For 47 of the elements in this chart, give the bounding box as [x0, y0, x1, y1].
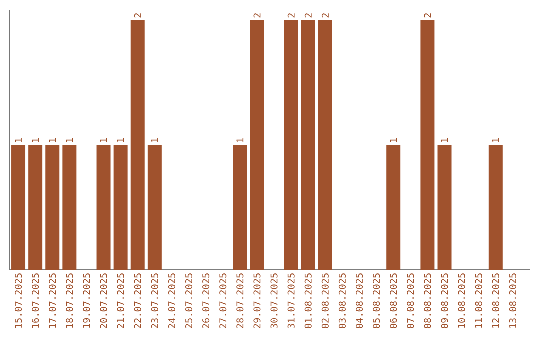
x-tick-label: 17.07.2025: [49, 274, 56, 328]
data-label: 1: [117, 138, 124, 142]
data-label: 1: [236, 138, 244, 142]
x-tick-label: 05.08.2025: [373, 274, 380, 329]
x-tick-label: 27.07.2025: [220, 274, 227, 328]
x-tick-label: 16.07.2025: [32, 274, 40, 328]
data-label: 1: [390, 138, 398, 142]
data-label: 2: [288, 14, 295, 18]
x-tick-label: 12.08.2025: [492, 274, 500, 328]
x-tick-label: 24.07.2025: [168, 274, 176, 328]
x-tick-label: 30.07.2025: [270, 274, 278, 328]
x-tick-label: 06.08.2025: [390, 274, 398, 329]
x-tick-label: 22.07.2025: [134, 274, 142, 328]
x-tick-label: 26.07.2025: [202, 274, 210, 328]
data-label: 1: [492, 138, 500, 142]
x-tick-label: 19.07.2025: [83, 274, 90, 328]
x-tick-label: 09.08.2025: [441, 274, 448, 329]
x-tick-label: 29.07.2025: [254, 274, 261, 328]
data-label: 1: [15, 138, 22, 142]
x-tick-label: 31.07.2025: [288, 274, 295, 328]
x-tick-label: 18.07.2025: [66, 274, 74, 328]
x-tick-label: 07.08.2025: [407, 274, 414, 329]
x-tick-label: 03.08.2025: [338, 274, 346, 329]
data-label: 1: [66, 138, 74, 142]
data-label: 1: [49, 138, 56, 142]
x-tick-label: 25.07.2025: [185, 274, 193, 328]
data-label: 2: [134, 14, 142, 18]
x-tick-label: 13.08.2025: [509, 274, 516, 328]
x-tick-label: 02.08.2025: [322, 274, 329, 329]
x-tick-label: 23.07.2025: [151, 274, 158, 328]
data-label: 1: [441, 138, 448, 142]
x-tick-label: 20.07.2025: [100, 274, 108, 328]
x-tick-label: 04.08.2025: [356, 274, 364, 329]
data-label: 1: [32, 138, 39, 142]
x-tick-label: 21.07.2025: [117, 274, 124, 328]
data-label: 2: [304, 14, 312, 18]
x-tick-label: 01.08.2025: [304, 274, 312, 329]
data-label: 1: [100, 138, 108, 142]
data-label: 2: [424, 14, 432, 18]
x-tick-label: 10.08.2025: [458, 274, 466, 328]
data-label: 2: [322, 14, 329, 18]
data-label: 1: [152, 138, 158, 142]
x-tick-label: 15.07.2025: [15, 274, 22, 328]
x-tick-label: 28.07.2025: [236, 274, 244, 328]
x-tick-label: 11.08.2025: [475, 274, 482, 328]
data-label: 2: [254, 14, 261, 18]
x-tick-label: 08.08.2025: [424, 274, 432, 329]
